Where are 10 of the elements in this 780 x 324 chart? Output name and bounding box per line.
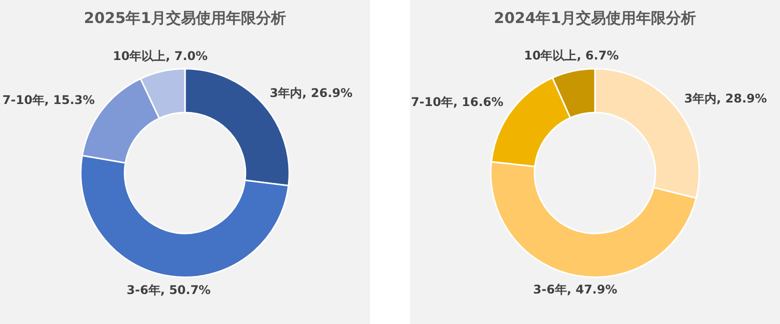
chart-title: 2024年1月交易使用年限分析 [494, 8, 696, 27]
slice-label: 10年以上, 6.7% [524, 48, 619, 62]
chart-title: 2025年1月交易使用年限分析 [84, 8, 286, 27]
slice-label: 3年内, 26.9% [270, 86, 352, 100]
slice-label: 10年以上, 7.0% [112, 48, 208, 63]
slice-label: 3年内, 28.9% [684, 92, 767, 106]
slice-label: 3-6年, 47.9% [533, 282, 618, 297]
slice-label: 7-10年, 16.6% [411, 94, 504, 109]
slice-label: 3-6年, 50.7% [126, 283, 211, 298]
slice-label: 7-10年, 15.3% [2, 93, 95, 108]
